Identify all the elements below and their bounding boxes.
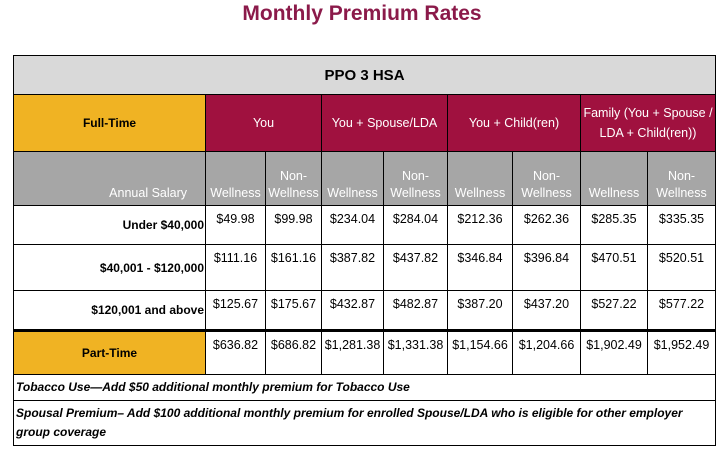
rate-cell: $527.22 [580, 290, 648, 331]
rate-cell: $161.16 [265, 244, 322, 291]
non-wellness-header: Non-Wellness [512, 151, 581, 206]
rate-cell: $49.98 [205, 205, 266, 245]
part-time-label: Part-Time [13, 329, 206, 375]
rate-cell: $212.36 [447, 205, 513, 245]
table-row: $40,001 - $120,000 $111.16 $161.16 $387.82 $… [13, 244, 717, 291]
rate-cell: $284.04 [383, 205, 448, 245]
wellness-header: Wellness [447, 151, 513, 206]
rate-cell: $482.87 [383, 290, 448, 331]
rate-cell: $387.82 [321, 244, 384, 291]
salary-band-label: $120,001 and above [13, 290, 206, 331]
page-title: Monthly Premium Rates [242, 2, 482, 25]
salary-band-label: Under $40,000 [13, 205, 206, 245]
rate-cell: $175.67 [265, 290, 322, 331]
tobacco-note: Tobacco Use—Add $50 additional monthly p… [12, 374, 717, 401]
full-time-label: Full-Time [13, 94, 206, 152]
rate-cell: $285.35 [580, 205, 648, 245]
table-row: $120,001 and above $125.67 $175.67 $432.87 $… [13, 290, 717, 331]
rate-cell: $1,952.49 [646, 329, 717, 375]
rate-cell: $636.82 [205, 329, 266, 375]
rate-cell: $432.87 [321, 290, 384, 331]
rate-cell: $577.22 [646, 290, 717, 331]
wellness-header: Wellness [580, 151, 648, 206]
rate-cell: $335.35 [646, 205, 717, 245]
rate-cell: $234.04 [321, 205, 384, 245]
rate-cell: $1,154.66 [447, 329, 513, 375]
wellness-header: Wellness [205, 151, 266, 206]
rate-cell: $686.82 [265, 329, 322, 375]
rate-cell: $520.51 [646, 244, 717, 291]
salary-band-label: $40,001 - $120,000 [13, 244, 206, 291]
non-wellness-header: Non-Wellness [383, 151, 448, 206]
rate-cell: $99.98 [265, 205, 322, 245]
spousal-note: Spousal Premium– Add $100 additional mon… [12, 400, 717, 446]
rate-cell: $1,331.38 [383, 329, 448, 375]
non-wellness-header: Non-Wellness [646, 151, 717, 206]
rate-cell: $346.84 [447, 244, 513, 291]
plan-name: PPO 3 HSA [12, 55, 717, 95]
rate-cell: $396.84 [512, 244, 581, 291]
premium-rates-table: PPO 3 HSA Full-Time You You + Spouse/LDA… [12, 55, 717, 446]
rate-cell: $437.20 [512, 290, 581, 331]
tier-family: Family (You + Spouse / LDA + Child(ren)) [579, 94, 717, 152]
rate-cell: $437.82 [383, 244, 448, 291]
rate-cell: $470.51 [580, 244, 648, 291]
rate-cell: $1,902.49 [580, 329, 648, 375]
tier-you-spouse: You + Spouse/LDA [321, 94, 448, 152]
table-row: Under $40,000 $49.98 $99.98 $234.04 $284.04 $… [13, 205, 717, 245]
rate-cell: $387.20 [447, 290, 513, 331]
rate-cell: $125.67 [205, 290, 266, 331]
annual-salary-label: Annual Salary [13, 151, 206, 206]
rate-cell: $1,281.38 [321, 329, 384, 375]
part-time-row: Part-Time $636.82 $686.82 $1,281.38 $1,331.3… [13, 329, 717, 375]
rate-cell: $1,204.66 [512, 329, 581, 375]
rate-cell: $262.36 [512, 205, 581, 245]
tier-you-children: You + Child(ren) [447, 94, 581, 152]
non-wellness-header: Non-Wellness [265, 151, 322, 206]
wellness-header: Wellness [321, 151, 384, 206]
tier-you: You [205, 94, 322, 152]
rate-cell: $111.16 [205, 244, 266, 291]
